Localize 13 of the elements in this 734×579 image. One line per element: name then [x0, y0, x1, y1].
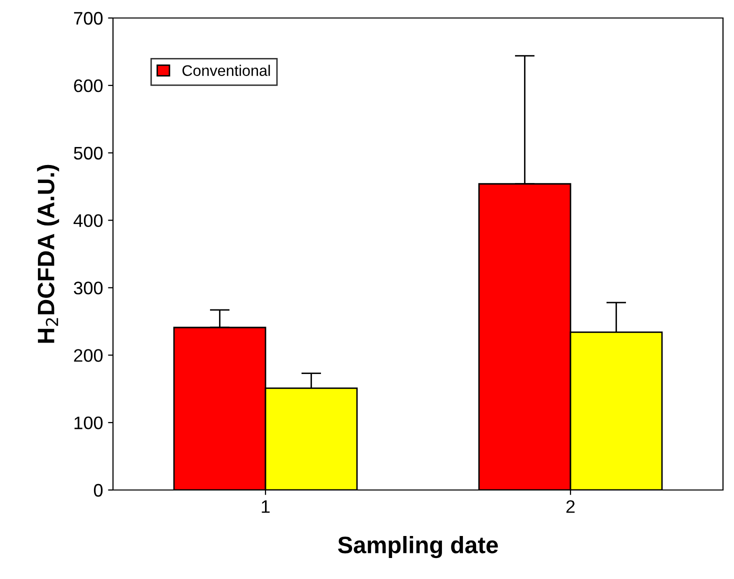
y-tick-label: 200	[74, 349, 103, 362]
y-tick-label: 0	[94, 484, 103, 497]
x-tick-label: 1	[262, 500, 270, 513]
y-tick-label: 700	[74, 12, 103, 25]
y-tick-label: 400	[74, 214, 103, 228]
y-tick-label: 300	[74, 282, 103, 294]
y-tick-label: 600	[74, 79, 103, 92]
x-tick-label: 2	[566, 500, 575, 513]
legend-label: Conventional	[182, 64, 270, 76]
y-axis-title: H$_{2}$DCFDA (A.U.)	[37, 164, 60, 343]
y-tick-label: 100	[74, 416, 103, 430]
x-axis-title: Sampling date	[338, 536, 498, 558]
y-tick-label: 500	[74, 146, 103, 160]
